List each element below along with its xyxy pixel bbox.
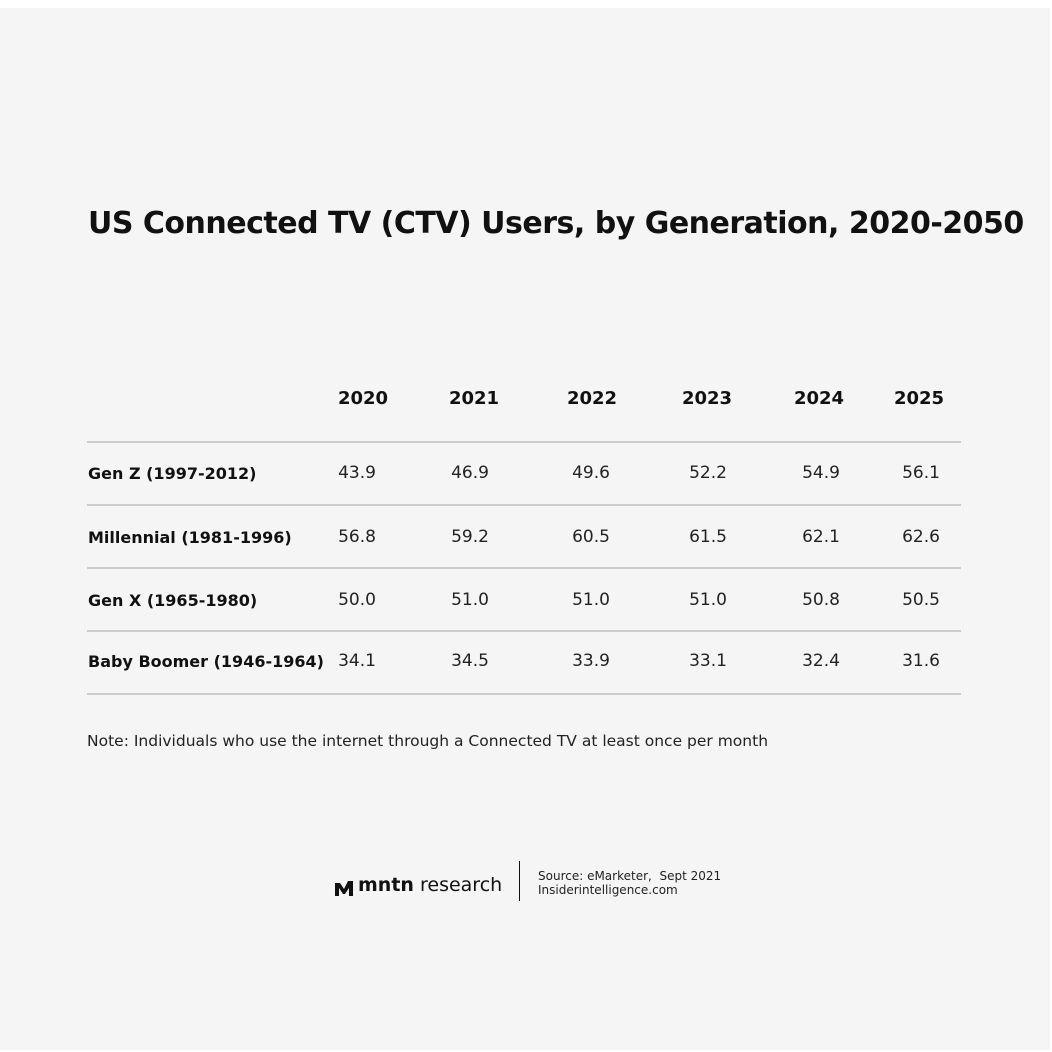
table-cell: 46.9 (451, 463, 489, 483)
column-header: 2022 (566, 388, 618, 409)
table-cell: 49.6 (572, 463, 610, 483)
column-header: 2025 (893, 388, 945, 409)
table-cell: 34.5 (451, 651, 489, 671)
table-cell: 50.5 (902, 590, 940, 610)
table-cell: 50.8 (802, 590, 840, 610)
source-line: Insiderintelligence.com (538, 883, 678, 897)
table-cell: 51.0 (572, 590, 610, 610)
table-cell: 52.2 (689, 463, 727, 483)
row-divider (87, 441, 961, 443)
table-cell: 51.0 (451, 590, 489, 610)
brand-logo (335, 881, 353, 896)
row-divider (87, 567, 961, 569)
table-cell: 33.1 (689, 651, 727, 671)
table-cell: 54.9 (802, 463, 840, 483)
table-cell: 60.5 (572, 527, 610, 547)
table-cell: 43.9 (338, 463, 376, 483)
table-cell: 59.2 (451, 527, 489, 547)
column-header: 2023 (681, 388, 733, 409)
source-line: Source: eMarketer, Sept 2021 (538, 869, 722, 883)
table-cell: 62.6 (902, 527, 940, 547)
table-cell: 62.1 (802, 527, 840, 547)
table-cell: 56.1 (902, 463, 940, 483)
row-divider (87, 504, 961, 506)
panel: US Connected TV (CTV) Users, by Generati… (0, 8, 1050, 1050)
row-divider (87, 693, 961, 695)
table-cell: 32.4 (802, 651, 840, 671)
brand-suffix: research (419, 874, 503, 896)
table-cell: 31.6 (902, 651, 940, 671)
note: Note: Individuals who use the internet t… (87, 732, 769, 750)
table-cell: 51.0 (689, 590, 727, 610)
row-divider (87, 630, 961, 632)
column-header: 2024 (793, 388, 845, 409)
table-cell: 33.9 (572, 651, 610, 671)
column-header: 2021 (448, 388, 500, 409)
row-label: Gen X (1965-1980) (88, 591, 258, 610)
row-label: Baby Boomer (1946-1964) (88, 652, 324, 671)
column-header: 2020 (337, 388, 389, 409)
table-cell: 50.0 (338, 590, 376, 610)
brand: mntn research (358, 874, 502, 896)
table-cell: 56.8 (338, 527, 376, 547)
divider (519, 861, 520, 901)
row-label: Millennial (1981-1996) (88, 528, 292, 547)
title: US Connected TV (CTV) Users, by Generati… (88, 206, 1024, 241)
table-cell: 34.1 (338, 651, 376, 671)
table-cell: 61.5 (689, 527, 727, 547)
brand-name: mntn (358, 874, 414, 896)
row-label: Gen Z (1997-2012) (88, 464, 257, 483)
